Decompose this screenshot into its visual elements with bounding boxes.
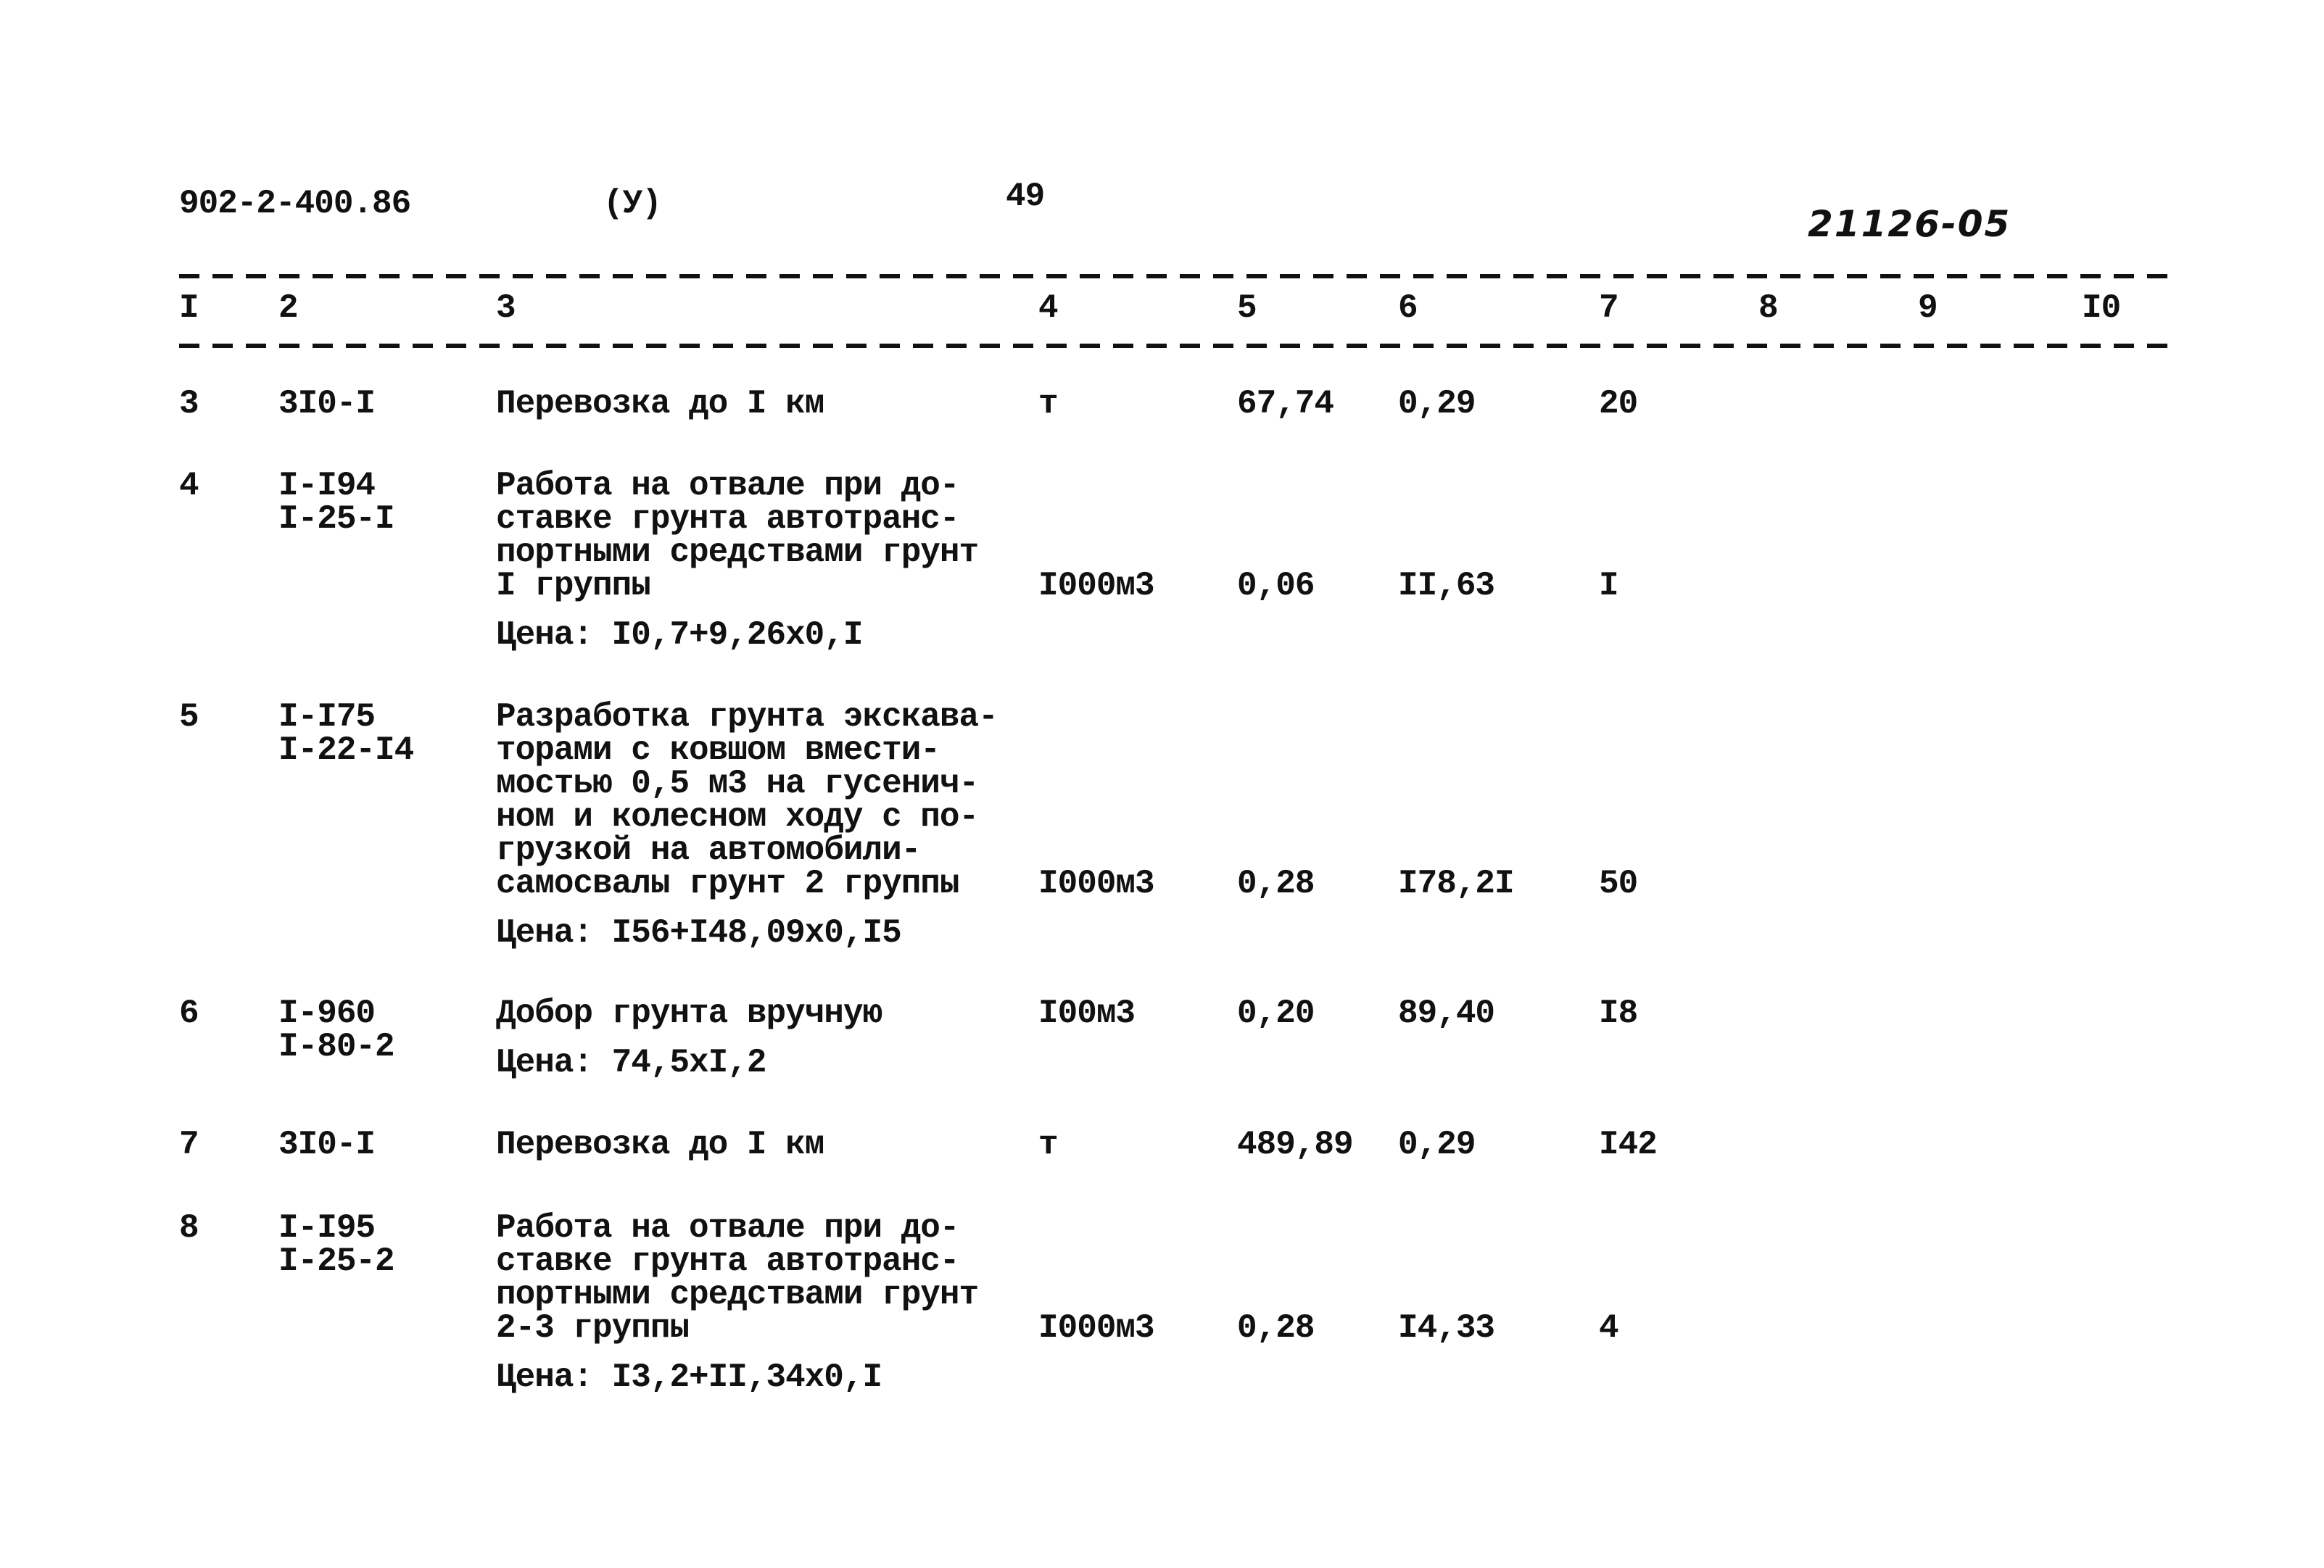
price-formula: Цена: 74,5хI,2 [496,1044,766,1082]
document-mark: (У) [603,185,662,223]
unit: I000м3 [1038,1309,1155,1347]
work-description-line: Разработка грунта экскава- [496,698,998,736]
row-number: 3 [179,385,199,423]
unit-cost: 0,29 [1398,1126,1476,1163]
column-number: I0 [2082,289,2121,327]
total-cost: I8 [1599,995,1638,1032]
total-cost: I42 [1599,1126,1658,1163]
column-number: I [179,289,199,327]
work-description-line: мостью 0,5 м3 на гусенич- [496,765,979,802]
work-description-line: Перевозка до I км [496,1126,824,1163]
header-top-rule [179,274,2170,278]
unit: т [1038,385,1059,423]
norm-code: I-25-I [278,500,395,538]
row-number: 8 [179,1209,199,1247]
column-number: 6 [1398,289,1418,327]
page-number: 49 [1006,178,1045,215]
unit-cost: I4,33 [1398,1309,1495,1347]
row-number: 5 [179,698,199,736]
unit-cost: II,63 [1398,567,1495,605]
price-formula: Цена: I56+I48,09х0,I5 [496,914,902,952]
row-number: 7 [179,1126,199,1163]
norm-code: I-960 [278,995,376,1032]
quantity: 0,28 [1237,865,1315,903]
norm-code: I-I95 [278,1209,376,1247]
work-description-line: ном и колесном ходу с по- [496,798,979,836]
quantity: 0,20 [1237,995,1315,1032]
price-formula: Цена: I3,2+II,34х0,I [496,1358,882,1396]
work-description-line: самосвалы грунт 2 группы [496,865,960,903]
norm-code: 3I0-I [278,1126,376,1163]
work-description-line: портными средствами грунт [496,1276,979,1314]
work-description-line: торами с ковшом вмести- [496,731,940,769]
work-description-line: ставке грунта автотранс- [496,1243,960,1280]
norm-code: I-22-I4 [278,731,414,769]
column-number: 5 [1237,289,1257,327]
work-description-line: 2-3 группы [496,1309,690,1347]
unit: I000м3 [1038,567,1155,605]
row-number: 4 [179,467,199,505]
column-number: 3 [496,289,516,327]
norm-code: I-80-2 [278,1028,395,1066]
unit-cost: 0,29 [1398,385,1476,423]
column-number: 2 [278,289,299,327]
unit: т [1038,1126,1059,1163]
header-bottom-rule [179,344,2170,348]
work-description-line: Работа на отвале при до- [496,467,960,505]
unit-cost: I78,2I [1398,865,1515,903]
quantity: 0,28 [1237,1309,1315,1347]
total-cost: 50 [1599,865,1638,903]
column-number: 4 [1038,289,1059,327]
norm-code: 3I0-I [278,385,376,423]
column-number: 9 [1918,289,1938,327]
norm-code: I-I75 [278,698,376,736]
norm-code: I-25-2 [278,1243,395,1280]
total-cost: 4 [1599,1309,1619,1347]
work-description-line: Перевозка до I км [496,385,824,423]
work-description-line: грузкой на автомобили- [496,831,921,869]
work-description-line: Добор грунта вручную [496,995,882,1032]
total-cost: 20 [1599,385,1638,423]
total-cost: I [1599,567,1619,605]
work-description-line: I группы [496,567,651,605]
row-number: 6 [179,995,199,1032]
column-number: 8 [1758,289,1779,327]
archive-number-handwritten: 21126-05 [1808,203,2011,245]
work-description-line: портными средствами грунт [496,534,979,571]
unit: I00м3 [1038,995,1136,1032]
unit-cost: 89,40 [1398,995,1495,1032]
unit: I000м3 [1038,865,1155,903]
price-formula: Цена: I0,7+9,26х0,I [496,616,863,654]
norm-code: I-I94 [278,467,376,505]
work-description-line: ставке грунта автотранс- [496,500,960,538]
work-description-line: Работа на отвале при до- [496,1209,960,1247]
quantity: 67,74 [1237,385,1334,423]
quantity: 0,06 [1237,567,1315,605]
document-code: 902-2-400.86 [179,185,411,223]
quantity: 489,89 [1237,1126,1354,1163]
column-number: 7 [1599,289,1619,327]
